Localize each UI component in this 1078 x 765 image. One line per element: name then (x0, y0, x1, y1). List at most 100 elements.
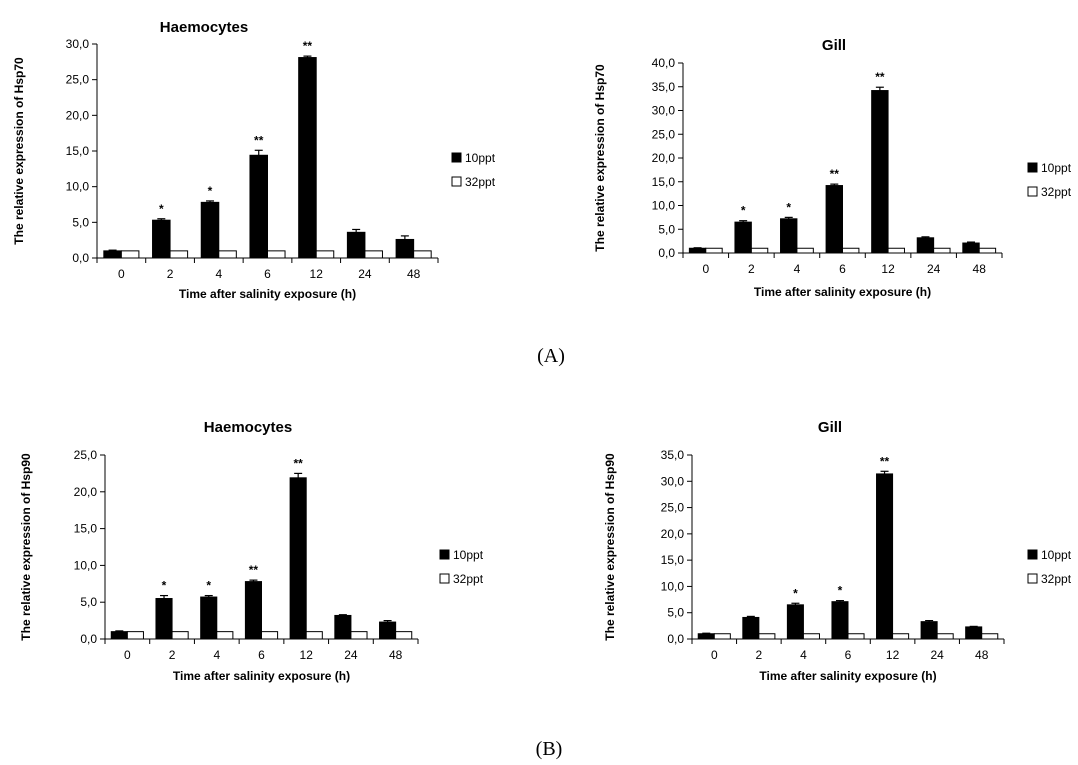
x-tick-label: 0 (702, 262, 709, 276)
y-tick-label: 15,0 (652, 175, 676, 189)
x-tick-label: 4 (213, 648, 220, 662)
bar-32ppt (796, 247, 814, 254)
significance-mark: * (838, 584, 843, 598)
legend-swatch-10ppt (1027, 162, 1038, 173)
y-tick-label: 5,0 (658, 222, 675, 236)
x-tick-label: 0 (711, 648, 718, 662)
significance-mark: ** (293, 456, 303, 470)
bar-10ppt (289, 477, 307, 640)
y-tick-label: 10,0 (66, 180, 90, 194)
bar-32ppt (169, 250, 189, 259)
x-tick-label: 12 (881, 262, 895, 276)
bar-32ppt (936, 633, 954, 640)
bar-10ppt (786, 604, 804, 640)
significance-mark: * (741, 204, 746, 218)
panel-label-b: (B) (536, 738, 563, 760)
y-axis-label: The relative expression of Hsp90 (19, 453, 33, 641)
bar-10ppt (110, 631, 128, 640)
bar-32ppt (218, 250, 237, 259)
y-tick-label: 10,0 (74, 558, 98, 572)
bar-10ppt (920, 621, 938, 640)
y-tick-label: 15,0 (74, 522, 98, 536)
y-tick-label: 5,0 (72, 215, 89, 229)
bar-32ppt (887, 247, 905, 254)
bar-32ppt (364, 250, 383, 259)
x-tick-label: 6 (845, 648, 852, 662)
x-tick-label: 48 (973, 262, 987, 276)
bar-10ppt (334, 614, 352, 640)
bar-10ppt (742, 616, 760, 640)
y-tick-label: 0,0 (72, 251, 89, 265)
bar-10ppt (298, 57, 317, 259)
y-tick-label: 10,0 (661, 579, 685, 593)
x-tick-label: 24 (344, 648, 358, 662)
bar-32ppt (978, 247, 997, 254)
bar-10ppt (152, 219, 171, 259)
legend-label-10ppt: 10ppt (453, 548, 484, 562)
y-axis-label: The relative expression of Hsp70 (12, 57, 26, 245)
y-tick-label: 25,0 (66, 73, 90, 87)
bar-32ppt (842, 247, 860, 254)
bar-10ppt (244, 581, 263, 640)
x-tick-label: 2 (169, 648, 176, 662)
x-tick-label: 6 (264, 267, 271, 281)
x-tick-label: 12 (310, 267, 324, 281)
y-tick-label: 0,0 (80, 632, 97, 646)
y-axis-label: The relative expression of Hsp90 (603, 453, 617, 641)
x-tick-label: 2 (167, 267, 174, 281)
significance-mark: * (162, 579, 167, 593)
legend-label-10ppt: 10ppt (465, 151, 496, 165)
y-tick-label: 15,0 (66, 144, 90, 158)
bar-32ppt (120, 250, 140, 259)
legend-swatch-32ppt (1027, 573, 1038, 584)
y-tick-label: 25,0 (652, 127, 676, 141)
bar-10ppt (831, 601, 849, 640)
y-tick-label: 35,0 (661, 448, 685, 462)
x-tick-label: 48 (975, 648, 989, 662)
x-tick-label: 2 (748, 262, 755, 276)
chart-a-gill: Gill 0,0 5,0 10,0 15,0 20,0 25,0 30,0 35,0 40,0 0 2… (593, 37, 1072, 299)
x-tick-label: 24 (927, 262, 941, 276)
y-tick-label: 0,0 (658, 246, 675, 260)
bar-10ppt (876, 473, 894, 640)
y-tick-label: 20,0 (661, 527, 685, 541)
significance-mark: * (206, 579, 211, 593)
bar-32ppt (847, 633, 865, 640)
x-tick-label: 12 (300, 648, 314, 662)
bar-10ppt (103, 250, 122, 259)
bar-32ppt (216, 631, 234, 640)
bar-32ppt (705, 247, 723, 254)
bar-10ppt (825, 185, 844, 254)
x-tick-label: 2 (756, 648, 763, 662)
y-tick-label: 15,0 (661, 553, 685, 567)
y-axis-label: The relative expression of Hsp70 (593, 64, 607, 252)
x-tick-label: 4 (800, 648, 807, 662)
legend-swatch-32ppt (439, 573, 450, 584)
bar-10ppt (395, 238, 415, 259)
y-tick-label: 30,0 (661, 474, 685, 488)
x-tick-label: 48 (407, 267, 421, 281)
bar-10ppt (916, 237, 935, 254)
bar-32ppt (350, 631, 368, 640)
chart-title: Haemocytes (160, 19, 248, 36)
bar-10ppt (780, 218, 798, 254)
x-axis-label: Time after salinity exposure (h) (759, 669, 936, 683)
significance-mark: * (786, 200, 791, 214)
legend-label-32ppt: 32ppt (465, 175, 496, 189)
x-tick-label: 24 (358, 267, 372, 281)
x-tick-label: 12 (886, 648, 900, 662)
bar-10ppt (155, 598, 173, 640)
legend-label-10ppt: 10ppt (1041, 161, 1072, 175)
legend-swatch-10ppt (1027, 549, 1038, 560)
x-tick-label: 0 (124, 648, 131, 662)
legend-label-10ppt: 10ppt (1041, 548, 1072, 562)
bar-10ppt (200, 596, 218, 640)
y-tick-label: 10,0 (652, 199, 676, 213)
bar-10ppt (379, 621, 397, 640)
y-tick-label: 30,0 (66, 37, 90, 51)
